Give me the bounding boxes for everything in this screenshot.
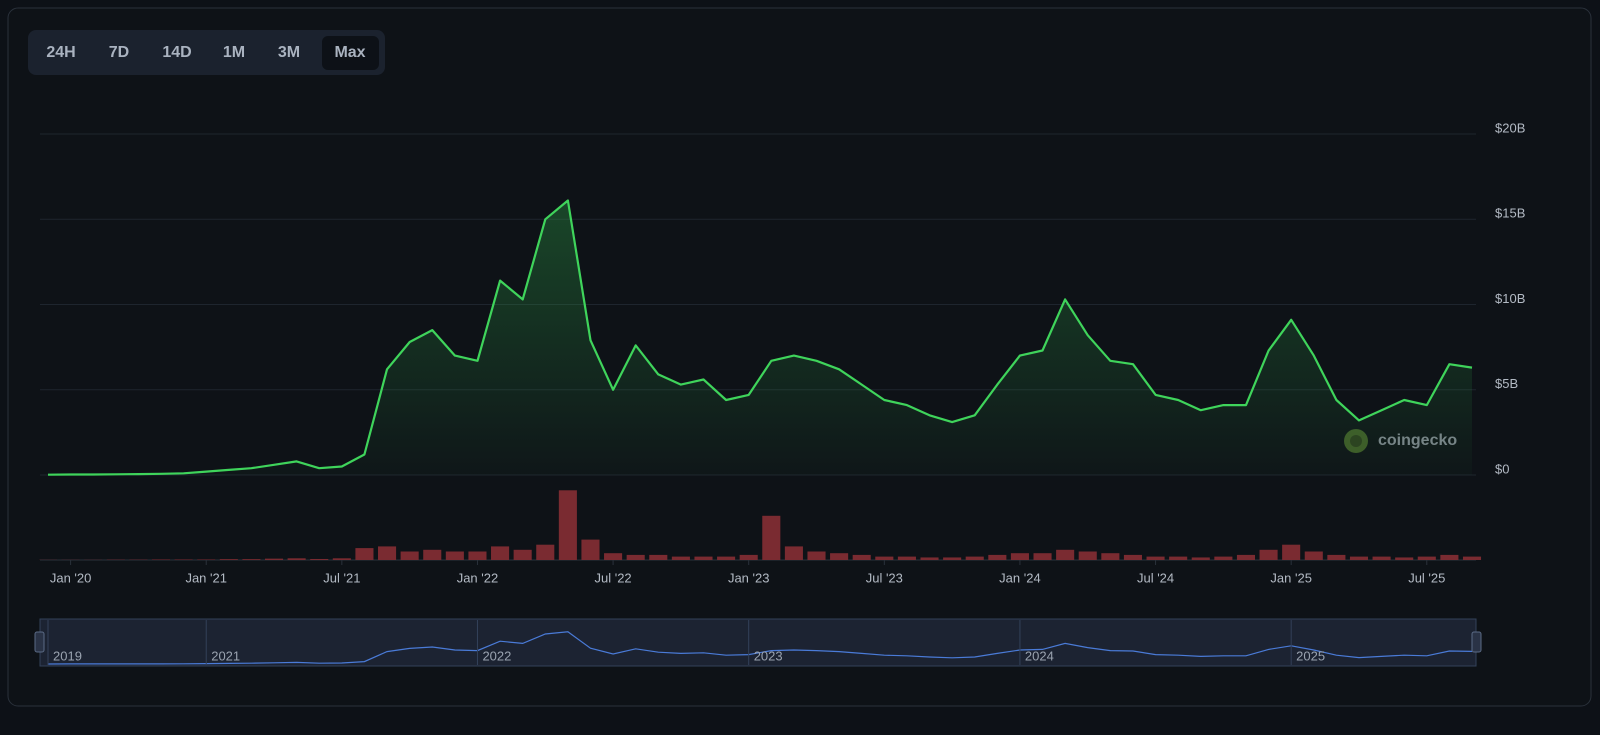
volume-bar bbox=[581, 540, 599, 560]
volume-bar bbox=[491, 546, 509, 560]
x-tick-label: Jul '23 bbox=[866, 570, 903, 585]
volume-bar bbox=[1101, 553, 1119, 560]
volume-bar bbox=[310, 559, 328, 560]
volume-bar bbox=[1056, 550, 1074, 560]
volume-bar bbox=[649, 555, 667, 560]
volume-bar bbox=[1463, 557, 1481, 560]
volume-bar bbox=[559, 490, 577, 560]
range-button[interactable]: 24H bbox=[46, 44, 75, 61]
volume-bar bbox=[966, 557, 984, 560]
volume-bar bbox=[1282, 545, 1300, 560]
volume-bar bbox=[355, 548, 373, 560]
y-tick-label: $5B bbox=[1495, 376, 1518, 391]
range-button[interactable]: 3M bbox=[278, 44, 300, 61]
volume-bar bbox=[717, 557, 735, 560]
volume-bar bbox=[830, 553, 848, 560]
volume-bar bbox=[694, 557, 712, 560]
volume-bar bbox=[1214, 557, 1232, 560]
x-tick-label: Jan '21 bbox=[185, 570, 227, 585]
x-tick-label: Jan '25 bbox=[1270, 570, 1312, 585]
volume-bar bbox=[785, 546, 803, 560]
volume-bar bbox=[1237, 555, 1255, 560]
volume-bar bbox=[1350, 557, 1368, 560]
range-button[interactable]: Max bbox=[334, 44, 365, 61]
volume-bar bbox=[175, 559, 193, 560]
volume-bar bbox=[875, 557, 893, 560]
volume-bar bbox=[920, 557, 938, 560]
volume-bar bbox=[740, 555, 758, 560]
volume-bar bbox=[1395, 557, 1413, 560]
x-tick-label: Jan '20 bbox=[50, 570, 92, 585]
navigator-label: 2022 bbox=[482, 648, 511, 663]
x-tick-label: Jan '24 bbox=[999, 570, 1041, 585]
volume-bar bbox=[1418, 557, 1436, 560]
x-tick-label: Jan '23 bbox=[728, 570, 770, 585]
volume-bar bbox=[672, 557, 690, 560]
navigator-label: 2021 bbox=[211, 648, 240, 663]
volume-bar bbox=[1440, 555, 1458, 560]
volume-bar bbox=[898, 557, 916, 560]
volume-bar bbox=[853, 555, 871, 560]
x-tick-label: Jul '24 bbox=[1137, 570, 1174, 585]
volume-bar bbox=[423, 550, 441, 560]
volume-bar bbox=[197, 559, 215, 560]
range-button[interactable]: 1M bbox=[223, 44, 245, 61]
navigator-handle[interactable] bbox=[1472, 632, 1481, 652]
volume-bar bbox=[1147, 557, 1165, 560]
volume-bar bbox=[1033, 553, 1051, 560]
volume-bar bbox=[378, 546, 396, 560]
volume-bar bbox=[1011, 553, 1029, 560]
volume-bar bbox=[943, 557, 961, 560]
navigator-label: 2019 bbox=[53, 648, 82, 663]
navigator-label: 2025 bbox=[1296, 648, 1325, 663]
navigator-label: 2024 bbox=[1025, 648, 1054, 663]
volume-bar bbox=[265, 559, 283, 560]
volume-bar bbox=[762, 516, 780, 560]
x-tick-label: Jul '25 bbox=[1408, 570, 1445, 585]
volume-bar bbox=[1169, 557, 1187, 560]
volume-bar bbox=[333, 558, 351, 560]
volume-bar bbox=[288, 558, 306, 560]
range-button[interactable]: 7D bbox=[109, 44, 129, 61]
volume-bar bbox=[1192, 557, 1210, 560]
volume-bar bbox=[468, 552, 486, 561]
volume-bar bbox=[514, 550, 532, 560]
volume-bar bbox=[1305, 552, 1323, 561]
y-tick-label: $20B bbox=[1495, 120, 1525, 135]
volume-bar bbox=[1124, 555, 1142, 560]
volume-bar bbox=[536, 545, 554, 560]
y-tick-label: $0 bbox=[1495, 461, 1509, 476]
volume-bar bbox=[401, 552, 419, 561]
volume-bar bbox=[220, 559, 238, 560]
volume-bar bbox=[807, 552, 825, 561]
volume-bar bbox=[1327, 555, 1345, 560]
volume-bar bbox=[1373, 557, 1391, 560]
volume-bar bbox=[242, 559, 260, 560]
y-tick-label: $10B bbox=[1495, 291, 1525, 306]
y-tick-label: $15B bbox=[1495, 206, 1525, 221]
range-button[interactable]: 14D bbox=[162, 44, 191, 61]
volume-bar bbox=[627, 555, 645, 560]
x-tick-label: Jul '22 bbox=[594, 570, 631, 585]
navigator-handle[interactable] bbox=[35, 632, 44, 652]
volume-bar bbox=[152, 559, 170, 560]
volume-bar bbox=[1079, 552, 1097, 561]
x-tick-label: Jan '22 bbox=[457, 570, 499, 585]
navigator-label: 2023 bbox=[754, 648, 783, 663]
x-tick-label: Jul '21 bbox=[323, 570, 360, 585]
volume-bar bbox=[604, 553, 622, 560]
volume-bar bbox=[446, 552, 464, 561]
volume-bar bbox=[988, 555, 1006, 560]
volume-bar bbox=[1260, 550, 1278, 560]
